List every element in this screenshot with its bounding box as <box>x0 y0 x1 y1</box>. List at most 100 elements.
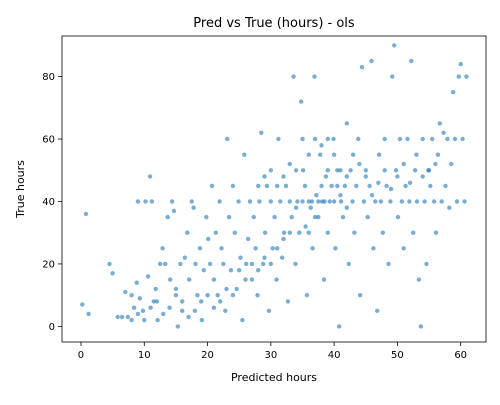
data-point <box>386 261 391 267</box>
data-point <box>458 61 463 67</box>
data-point <box>281 174 286 179</box>
data-point <box>322 199 327 204</box>
data-point <box>238 255 243 260</box>
data-point <box>369 193 375 198</box>
data-point <box>115 314 120 320</box>
data-point <box>306 199 311 204</box>
data-point <box>228 268 234 273</box>
data-point <box>306 152 311 157</box>
data-point <box>392 43 397 48</box>
data-point <box>155 317 160 323</box>
x-axis-label: Predicted hours <box>231 371 317 384</box>
data-point <box>346 261 351 267</box>
data-point <box>323 174 329 179</box>
data-point <box>338 168 343 173</box>
data-point <box>422 199 427 204</box>
x-tick-label: 40 <box>328 350 341 361</box>
data-point <box>338 193 343 198</box>
data-point <box>171 208 177 214</box>
plot-frame <box>61 35 487 343</box>
y-axis-label: True hours <box>14 160 27 219</box>
data-point <box>293 205 299 210</box>
data-point <box>173 286 179 292</box>
data-point <box>414 199 420 204</box>
data-point <box>137 296 142 301</box>
data-point <box>230 293 236 298</box>
data-point <box>329 183 334 189</box>
x-tick-label: 30 <box>264 350 277 361</box>
data-point <box>348 168 353 173</box>
data-point <box>201 268 206 273</box>
data-point <box>431 199 437 204</box>
data-point <box>218 299 223 304</box>
data-point <box>295 199 300 204</box>
data-point <box>143 199 148 204</box>
data-point <box>426 168 432 173</box>
data-point <box>412 168 418 173</box>
data-point <box>357 293 363 298</box>
data-point <box>178 261 183 267</box>
data-point <box>369 58 374 64</box>
data-point <box>418 324 423 329</box>
data-point <box>129 293 134 298</box>
data-point <box>189 199 194 204</box>
data-point <box>205 293 210 298</box>
data-point <box>331 136 336 142</box>
data-point <box>403 183 408 189</box>
data-point <box>310 246 315 251</box>
data-point <box>340 214 346 220</box>
data-point <box>157 261 163 267</box>
data-point <box>270 246 275 251</box>
data-point <box>401 246 406 251</box>
data-point <box>256 268 261 273</box>
data-point <box>276 136 281 142</box>
data-point <box>125 314 130 320</box>
data-point <box>287 230 292 235</box>
data-point <box>319 183 324 189</box>
data-point <box>350 152 356 157</box>
data-point <box>443 183 448 189</box>
data-point <box>350 199 355 204</box>
data-point <box>151 299 156 304</box>
data-point <box>375 308 380 313</box>
data-point <box>428 183 433 189</box>
data-point <box>304 293 310 298</box>
data-point <box>255 293 260 298</box>
data-point <box>447 205 452 210</box>
data-point <box>234 286 239 292</box>
data-point <box>293 261 298 267</box>
data-point <box>280 255 285 260</box>
data-point <box>251 214 256 220</box>
x-tick-label: 50 <box>391 350 404 361</box>
data-point <box>338 199 344 204</box>
data-point <box>140 308 146 313</box>
data-point <box>195 293 200 298</box>
data-point <box>129 317 134 323</box>
data-point <box>266 308 272 313</box>
data-point <box>197 246 203 251</box>
data-point <box>185 230 190 235</box>
data-point <box>110 271 115 276</box>
data-point <box>232 230 237 235</box>
data-point <box>182 255 187 260</box>
data-point <box>153 286 158 292</box>
x-tick-label: 0 <box>78 350 84 361</box>
data-point <box>300 136 305 142</box>
data-point <box>249 277 255 282</box>
data-point <box>225 136 230 142</box>
data-point <box>363 174 368 179</box>
data-point <box>169 199 175 204</box>
data-point <box>450 90 456 95</box>
data-point <box>433 161 438 167</box>
data-point <box>237 268 242 273</box>
data-point <box>217 199 222 204</box>
data-point <box>244 261 249 267</box>
y-tick-label: 40 <box>42 197 55 208</box>
data-point <box>261 261 266 267</box>
data-point <box>411 230 416 235</box>
data-point <box>337 324 342 329</box>
y-axis: 0 20 40 60 80 <box>42 72 62 333</box>
data-point <box>325 230 330 235</box>
